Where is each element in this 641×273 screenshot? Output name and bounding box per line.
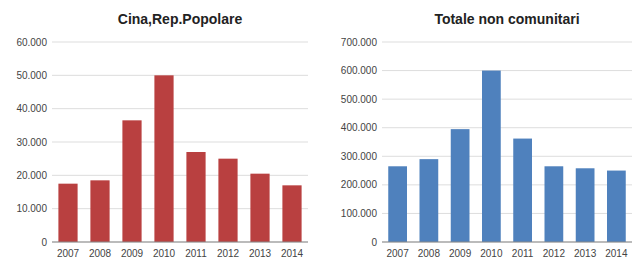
x-tick-label: 2011 (185, 248, 207, 259)
x-tick-label: 2013 (249, 248, 272, 259)
x-tick-label: 2009 (121, 248, 144, 259)
bars (388, 71, 626, 242)
y-tick-label: 40.000 (16, 103, 47, 114)
bar (90, 180, 109, 242)
chart-svg: Cina,Rep.Popolare 0 10.000 20.000 30.000 40.0… (0, 0, 641, 273)
grid-line (382, 156, 632, 157)
y-tick-label: 10.000 (16, 203, 47, 214)
grid-line (382, 242, 632, 243)
y-tick-label: 200.000 (341, 179, 378, 190)
x-tick-label: 2012 (217, 248, 240, 259)
bar (420, 159, 439, 242)
x-tick-label: 2011 (512, 248, 534, 259)
x-tick-label: 2007 (57, 248, 80, 259)
x-tick-label: 2010 (153, 248, 176, 259)
grid-line (52, 108, 308, 109)
bar (545, 166, 564, 242)
bar (607, 171, 626, 242)
bar (218, 159, 237, 242)
chart-root: Cina,Rep.Popolare 0 10.000 20.000 30.000 40.0… (0, 0, 641, 273)
grid-line (382, 42, 632, 43)
grid-line (52, 75, 308, 76)
y-tick-label: 400.000 (341, 122, 378, 133)
bar (576, 168, 595, 242)
grid-line (382, 99, 632, 100)
bar (451, 129, 470, 242)
y-tick-label: 50.000 (16, 70, 47, 81)
x-tick-label: 2007 (387, 248, 410, 259)
title: Totale non comunitari (434, 11, 579, 27)
bar (122, 120, 141, 242)
bar (58, 184, 77, 242)
y-tick-label: 0 (41, 237, 47, 248)
y-tick-label: 700.000 (341, 37, 378, 48)
bar (250, 174, 269, 242)
y-tick-label: 60.000 (16, 37, 47, 48)
x-tick-label: 2013 (574, 248, 597, 259)
y-tick-label: 300.000 (341, 151, 378, 162)
x-tick-label: 2009 (449, 248, 472, 259)
x-tick-label: 2012 (543, 248, 566, 259)
y-tick-label: 600.000 (341, 65, 378, 76)
x-tick-label: 2014 (605, 248, 628, 259)
bar (388, 166, 407, 242)
grid-line (52, 242, 308, 243)
bar (513, 139, 532, 242)
x-axis-line (382, 242, 632, 243)
bar (282, 185, 301, 242)
grid-line (52, 42, 308, 43)
x-tick-label: 2010 (480, 248, 503, 259)
y-tick-label: 30.000 (16, 137, 47, 148)
bar (482, 71, 501, 242)
x-tick-label: 2008 (418, 248, 441, 259)
y-tick-label: 100.000 (341, 208, 378, 219)
grid-line (382, 70, 632, 71)
x-tick-label: 2014 (281, 248, 304, 259)
y-tick-label: 500.000 (341, 94, 378, 105)
bar (154, 75, 173, 242)
x-axis-line (52, 242, 308, 243)
panel: Totale non comunitari 0 100.000 200.000 300.… (341, 11, 632, 259)
grid-line (52, 142, 308, 143)
y-tick-label: 20.000 (16, 170, 47, 181)
panel: Cina,Rep.Popolare 0 10.000 20.000 30.000 40.0… (16, 11, 308, 259)
y-tick-label: 0 (371, 237, 377, 248)
grid-line (382, 127, 632, 128)
title: Cina,Rep.Popolare (118, 11, 243, 27)
bar (186, 152, 205, 242)
background (0, 0, 641, 273)
x-tick-label: 2008 (89, 248, 112, 259)
bars (58, 75, 301, 242)
